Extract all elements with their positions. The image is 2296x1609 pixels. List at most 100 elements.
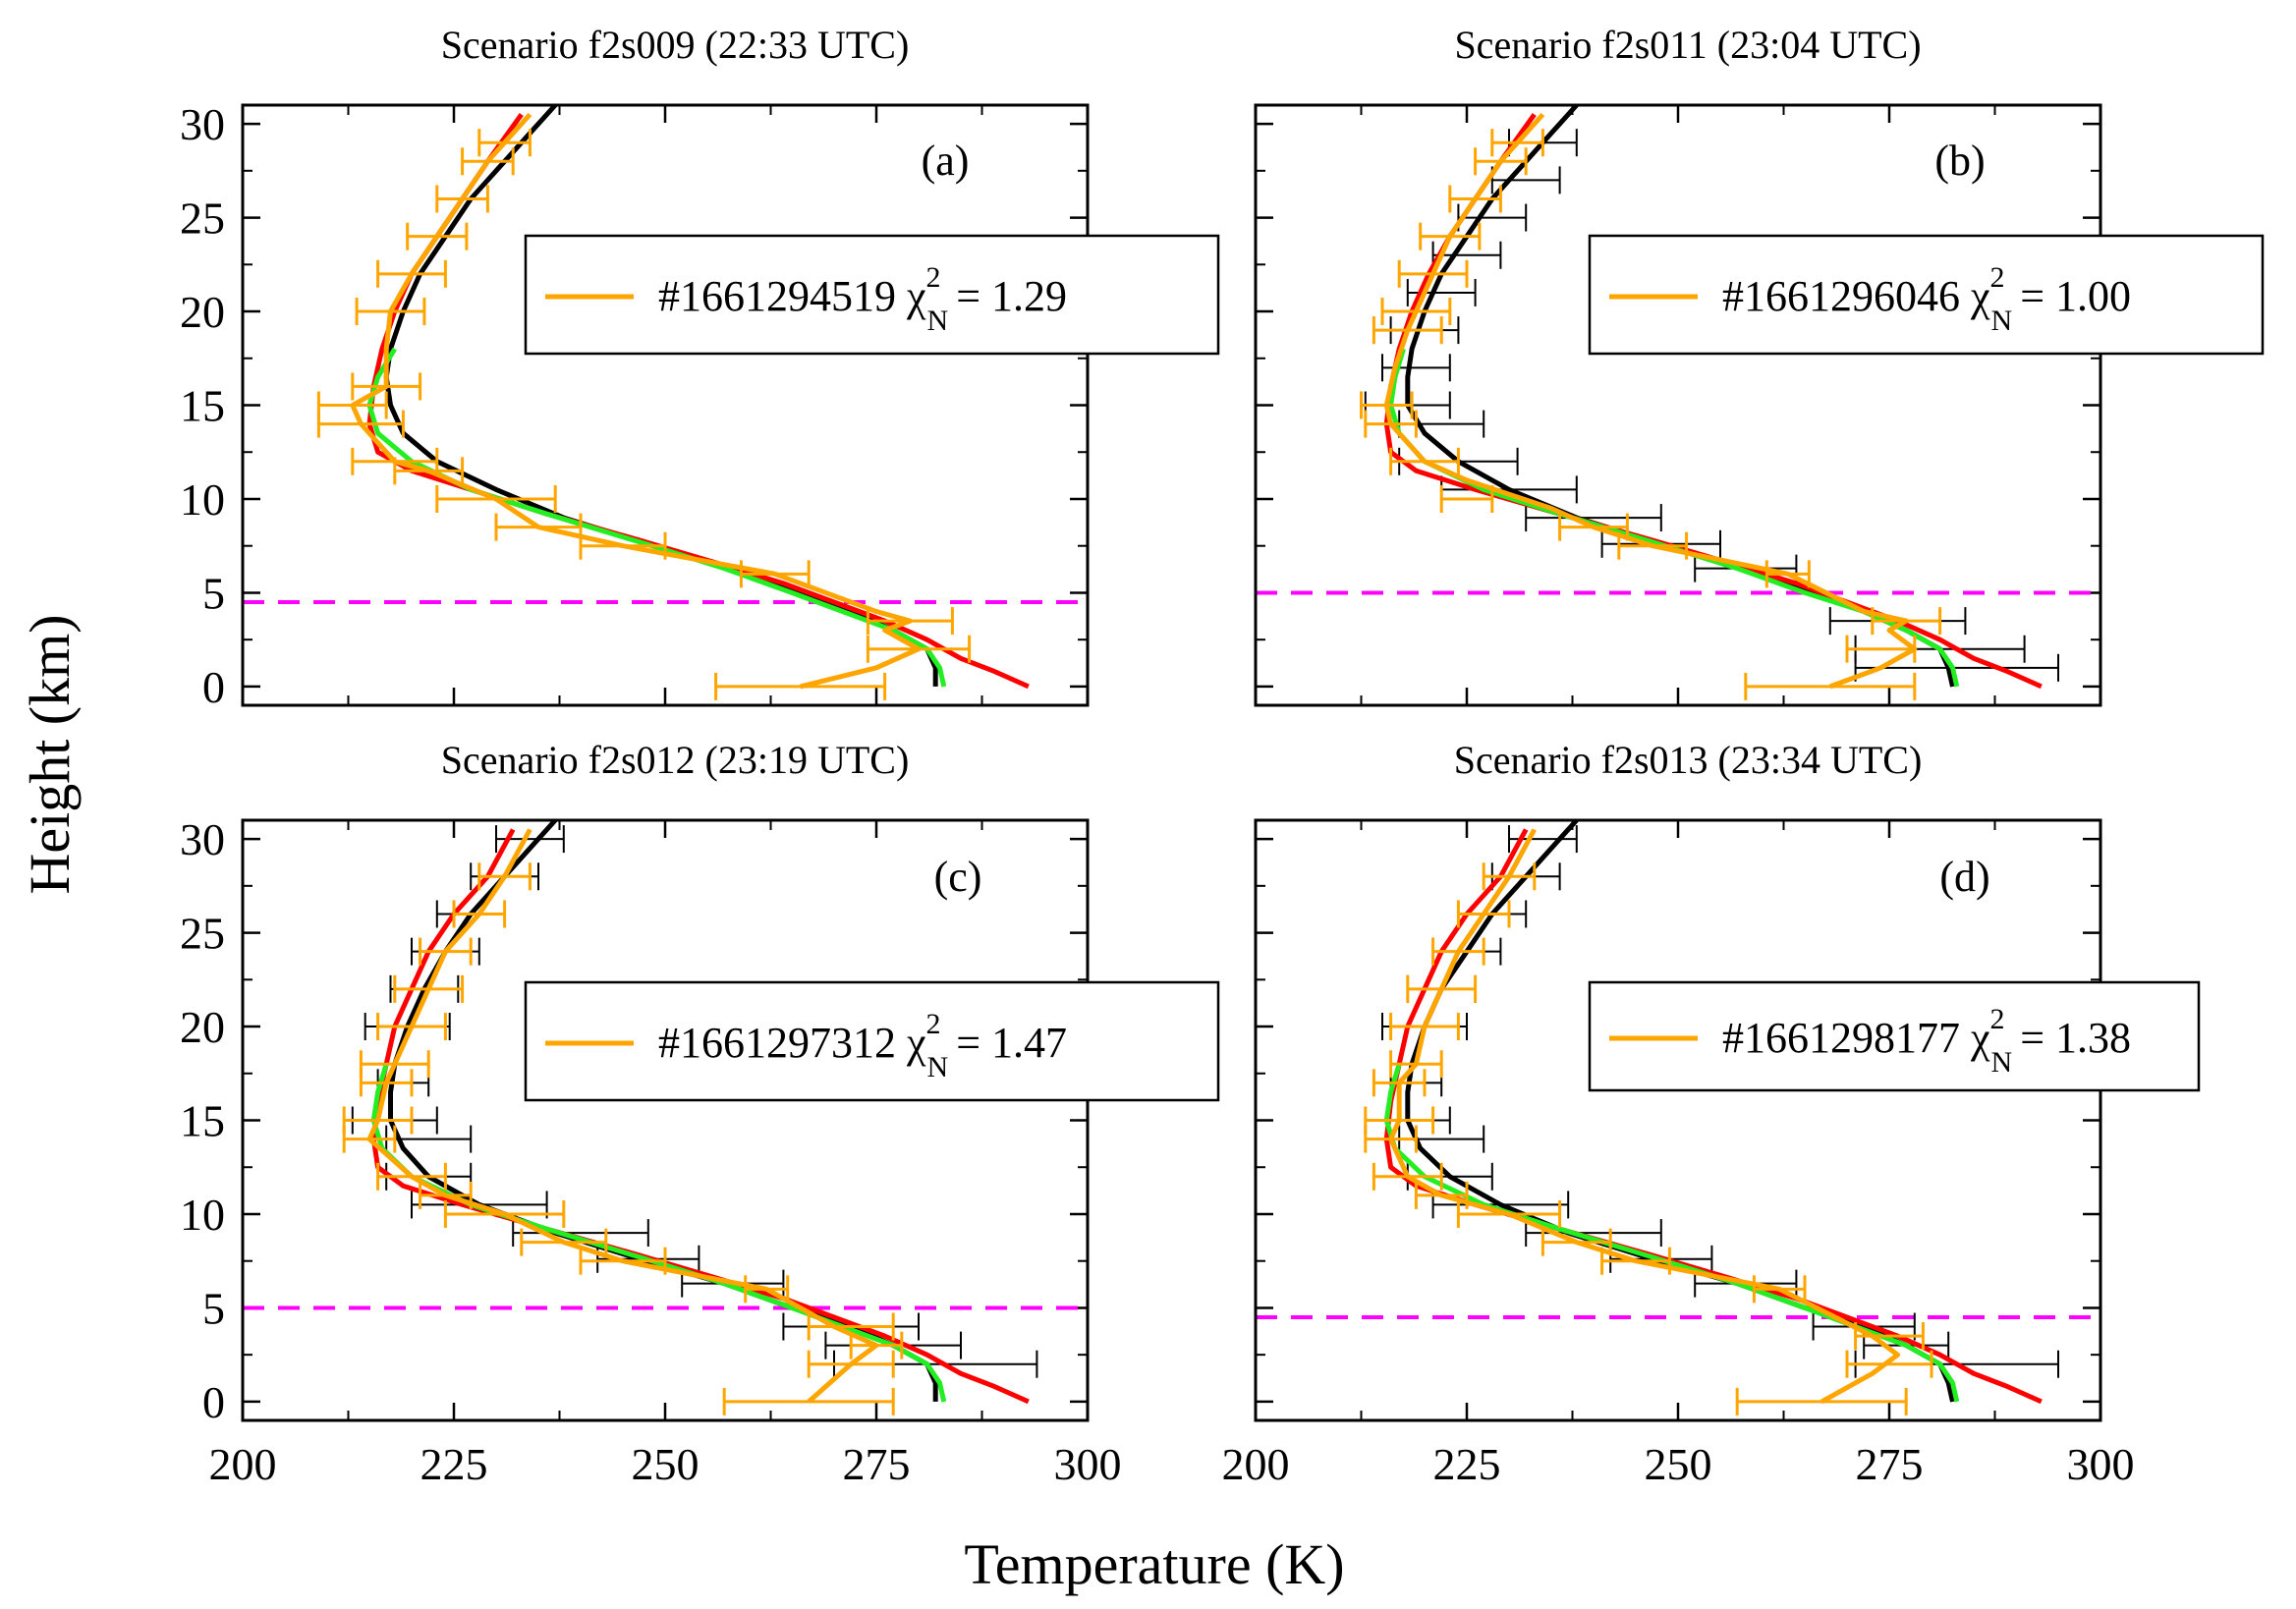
legend-label: #1661298177 χ2 N= 1.38 — [1722, 1003, 2131, 1079]
error-bar-orange — [1600, 1247, 1671, 1275]
panel-title: Scenario f2s009 (22:33 UTC) — [441, 23, 910, 67]
error-bar-orange — [866, 635, 972, 663]
error-bar-orange — [1735, 1387, 1908, 1415]
panel-c: Scenario f2s012 (23:19 UTC)(c)200 225 250 2… — [180, 738, 1220, 1489]
error-bar-orange — [866, 607, 954, 636]
error-bar-orange — [443, 1199, 566, 1228]
error-bar-orange — [579, 1247, 667, 1275]
error-bar-orange — [351, 372, 422, 401]
error-bar-orange — [1752, 1275, 1807, 1304]
error-bar-orange — [477, 862, 532, 891]
error-bar-orange — [494, 513, 583, 541]
y-tick-label: 15 — [180, 381, 225, 431]
error-bar-orange — [1406, 974, 1478, 1003]
error-bar-orange — [1845, 1350, 1933, 1378]
y-tick-label: 25 — [180, 909, 225, 959]
plot-data — [1256, 105, 2100, 700]
series-black-line — [1405, 105, 1955, 688]
legend-box — [524, 234, 1220, 356]
error-bar-orange — [1380, 298, 1452, 326]
error-bar-orange — [722, 1387, 895, 1415]
panel-d: Scenario f2s013 (23:34 UTC) (d) 200 225 250 2… — [1222, 738, 2201, 1489]
error-bar-orange — [1364, 1106, 1435, 1135]
y-tick-label: 0 — [202, 662, 225, 712]
panel-letter: (a) — [922, 137, 970, 185]
panel-letter: (d) — [1939, 853, 1989, 901]
panel-a: Scenario f2s009 (22:33 UTC) (a) 0 5 10 15 20 25… — [180, 23, 1220, 712]
error-bar-orange — [1372, 316, 1443, 345]
legend: #1661297312 χ2 N= 1.47 — [524, 980, 1220, 1102]
y-tick-label: 25 — [180, 194, 225, 244]
error-bar-orange — [376, 1013, 447, 1041]
series-orange-line — [366, 828, 879, 1404]
plot-data — [243, 820, 1088, 1415]
error-bar-orange — [1490, 129, 1544, 157]
panel-letter: (b) — [1934, 137, 1985, 185]
y-tick-label: 10 — [180, 1190, 225, 1240]
y-tick-label: 5 — [202, 1283, 225, 1333]
y-tick-label: 5 — [202, 568, 225, 618]
y-tick-label: 20 — [180, 1002, 225, 1052]
y-tick-label: 10 — [180, 474, 225, 525]
error-bar-black — [1525, 504, 1662, 532]
error-bar-orange — [316, 410, 405, 438]
legend: #1661298177 χ2 N= 1.38 — [1588, 980, 2201, 1092]
plot-frame — [1254, 818, 2102, 1422]
error-bar-orange — [393, 974, 465, 1003]
error-bar-orange — [714, 672, 887, 700]
error-bar-orange — [359, 1050, 430, 1079]
legend-label: #1661294519 χ2 N= 1.29 — [658, 261, 1067, 337]
error-bar-orange — [1372, 1069, 1427, 1097]
error-bar-orange — [1389, 1013, 1460, 1041]
y-tick-label: 0 — [202, 1377, 225, 1427]
panel-b: Scenario f2s011 (23:04 UTC) (b) #166129604… — [1254, 23, 2265, 707]
error-bar-orange — [739, 560, 811, 588]
panels-group: Scenario f2s009 (22:33 UTC) (a) 0 5 10 15 20 25… — [180, 23, 2265, 1489]
legend: #1661296046 χ2 N= 1.00 — [1588, 234, 2265, 356]
error-bar-orange — [1540, 1228, 1612, 1256]
error-bar-orange — [1854, 1322, 1925, 1351]
series-green-line — [370, 1063, 947, 1403]
y-tick-label: 30 — [180, 814, 225, 864]
y-tick-label: 30 — [180, 99, 225, 149]
x-tick-label: 275 — [843, 1439, 911, 1489]
error-bar-orange — [406, 222, 469, 250]
error-bar-orange — [1764, 560, 1811, 588]
x-tick-label: 225 — [1433, 1439, 1501, 1489]
error-bar-orange — [1482, 862, 1537, 891]
panel-title: Scenario f2s013 (23:34 UTC) — [1454, 738, 1923, 782]
x-axis-title: Temperature (K) — [964, 1532, 1344, 1596]
panel-title: Scenario f2s012 (23:19 UTC) — [441, 738, 910, 782]
error-bar-orange — [1419, 222, 1482, 250]
series-green-line — [1383, 1063, 1960, 1403]
error-bar-orange — [1617, 531, 1689, 560]
error-bar-orange — [1448, 185, 1502, 213]
error-bar-orange — [1845, 635, 1917, 663]
plot-frame — [241, 818, 1090, 1422]
error-bar-orange — [452, 900, 507, 928]
error-bar-orange — [1456, 900, 1511, 928]
legend-label: #1661297312 χ2 N= 1.47 — [658, 1008, 1067, 1083]
error-bar-orange — [342, 1106, 414, 1135]
x-tick-label: 225 — [420, 1439, 488, 1489]
series-green-line — [366, 347, 947, 688]
error-bar-orange — [1456, 1199, 1562, 1228]
x-tick-label: 300 — [2067, 1439, 2135, 1489]
error-bar-orange — [1744, 672, 1917, 700]
error-bar-orange — [744, 1275, 790, 1304]
plot-frame — [1254, 103, 2102, 707]
y-axis-title: Height (km) — [18, 614, 82, 894]
error-bar-orange — [376, 1162, 447, 1191]
error-bar-orange — [419, 937, 473, 966]
plot-data — [243, 105, 1088, 700]
error-bar-orange — [1389, 1050, 1443, 1079]
plot-frame — [241, 103, 1090, 707]
legend-label: #1661296046 χ2 N= 1.00 — [1722, 261, 2131, 337]
legend-box — [524, 980, 1220, 1102]
panel-title: Scenario f2s011 (23:04 UTC) — [1454, 23, 1921, 67]
error-bar-orange — [1360, 391, 1414, 419]
error-bar-orange — [419, 1181, 473, 1209]
legend-box — [1588, 234, 2265, 356]
error-bar-orange — [376, 259, 447, 288]
